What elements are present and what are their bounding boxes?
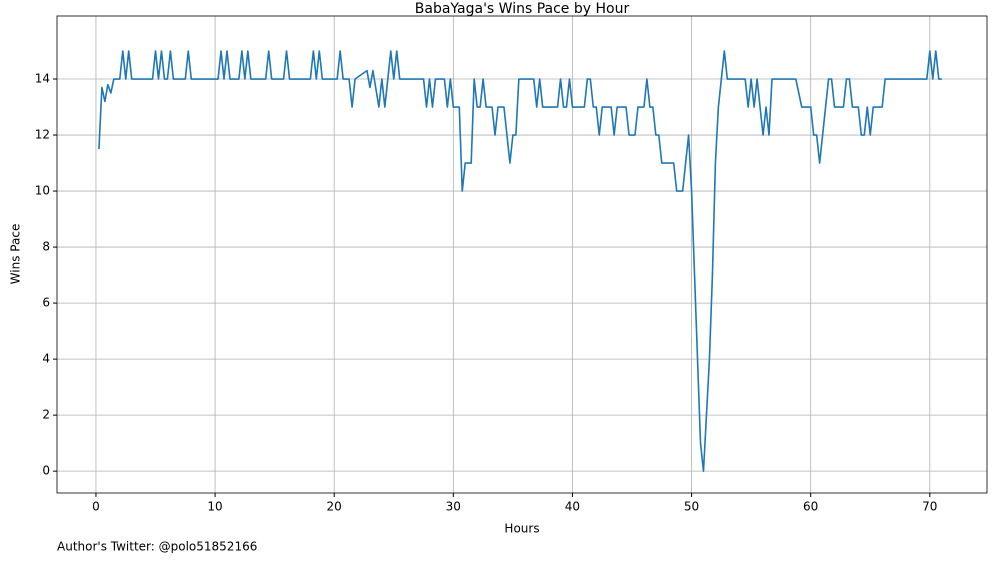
- x-tick-label: 0: [92, 500, 100, 514]
- x-tick-label: 70: [922, 500, 937, 514]
- y-tick-label: 10: [35, 184, 50, 198]
- y-tick-label: 14: [35, 72, 50, 86]
- x-tick-label: 20: [327, 500, 342, 514]
- y-axis-label: Wins Pace: [9, 224, 23, 285]
- annotation: Author's Twitter: @polo51852166: [57, 540, 257, 554]
- x-tick-label: 60: [803, 500, 818, 514]
- x-tick-label: 50: [684, 500, 699, 514]
- y-tick-label: 12: [35, 128, 50, 142]
- x-tick-label: 40: [565, 500, 580, 514]
- y-tick-label: 4: [42, 352, 50, 366]
- data-line: [98, 50, 942, 472]
- y-tick-label: 0: [42, 464, 50, 478]
- y-tick-label: 6: [42, 296, 50, 310]
- plot-frame: [56, 15, 988, 494]
- x-axis-label: Hours: [504, 522, 539, 536]
- y-tick-label: 2: [42, 408, 50, 422]
- x-tick-label: 10: [207, 500, 222, 514]
- chart-title: BabaYaga's Wins Pace by Hour: [415, 1, 630, 17]
- x-tick-label: 30: [446, 500, 461, 514]
- y-tick-label: 8: [42, 240, 50, 254]
